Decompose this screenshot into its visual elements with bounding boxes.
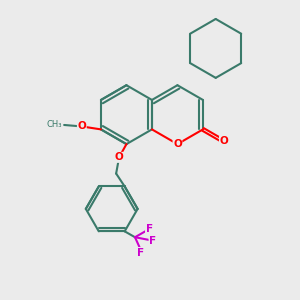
- Text: F: F: [146, 224, 153, 234]
- Text: O: O: [115, 152, 124, 162]
- Text: F: F: [149, 236, 156, 246]
- Text: O: O: [220, 136, 228, 146]
- Text: O: O: [77, 122, 86, 131]
- Text: O: O: [173, 139, 182, 149]
- Text: F: F: [137, 248, 144, 257]
- Text: CH₃: CH₃: [46, 121, 62, 130]
